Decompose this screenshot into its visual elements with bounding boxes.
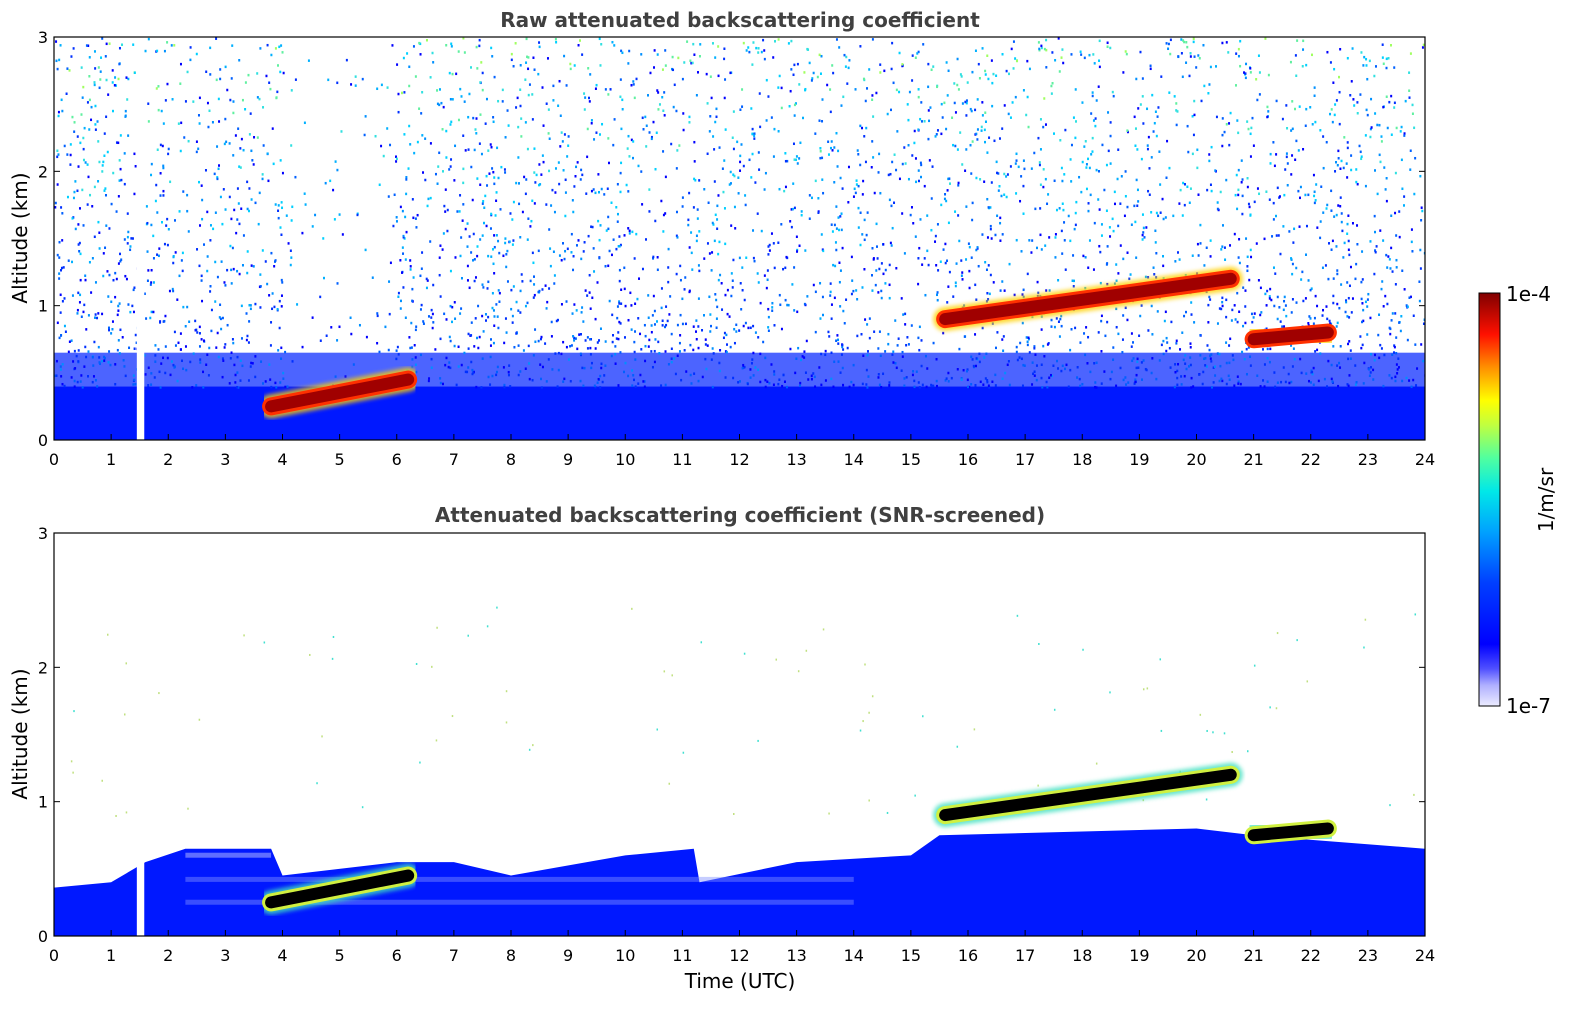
bot-x-tick-label: 21 [1243,946,1263,965]
top-y-tick-label: 2 [38,162,48,181]
bot-x-tick-label: 6 [392,946,402,965]
top-x-tick-label: 21 [1243,450,1263,469]
bottom-boundary-layer-region [54,828,1425,936]
colorbar-max-label: 1e-4 [1506,282,1551,306]
bot-x-tick-label: 24 [1415,946,1435,965]
top-x-tick-label: 24 [1415,450,1435,469]
top-x-tick-label: 9 [563,450,573,469]
bottom-heatmap-field [54,533,1425,936]
bottom-panel-title: Attenuated backscattering coefficient (S… [435,503,1045,527]
bot-x-tick-label: 9 [563,946,573,965]
x-axis-label: Time (UTC) [684,969,796,993]
bottom-y-axis: 0 1 2 3 [38,524,1425,946]
top-y-tick-label: 0 [38,431,48,450]
bot-cloud-layer [259,863,421,915]
top-x-tick-label: 3 [220,450,230,469]
bot-x-tick-label: 20 [1186,946,1206,965]
top-cloud-layer [933,266,1243,332]
colorbar-min-label: 1e-7 [1506,694,1551,718]
top-x-tick-label: 14 [844,450,864,469]
bot-x-tick-label: 11 [672,946,692,965]
bot-y-tick-label: 3 [38,524,48,543]
top-cloud-layer [1241,320,1340,352]
top-boundary-layer-band [54,386,1425,440]
top-x-tick-label: 16 [958,450,978,469]
top-x-tick-label: 23 [1358,450,1378,469]
top-noise-field [54,37,1425,389]
top-x-tick-label: 5 [335,450,345,469]
top-y-tick-label: 3 [38,28,48,47]
bot-x-tick-label: 12 [729,946,749,965]
colorbar: 1e-4 1e-7 1/m/sr [1478,282,1558,718]
bot-cloud-layer [1241,816,1340,848]
bottom-aerosol-stripe [185,852,272,858]
bot-x-tick-label: 0 [49,946,59,965]
bot-x-tick-label: 18 [1072,946,1092,965]
bot-x-tick-label: 5 [335,946,345,965]
bottom-y-axis-label: Altitude (km) [8,668,32,799]
bot-y-tick-label: 0 [38,927,48,946]
top-x-tick-label: 20 [1186,450,1206,469]
bot-y-tick-label: 1 [38,793,48,812]
bot-x-tick-label: 19 [1129,946,1149,965]
bot-cloud-layer [933,762,1243,828]
bot-x-tick-label: 17 [1015,946,1035,965]
bottom-sparse-points [70,606,1417,817]
top-x-tick-label: 6 [392,450,402,469]
top-panel: Raw attenuated backscattering coefficien… [8,8,1435,469]
colorbar-unit-label: 1/m/sr [1534,467,1558,532]
top-x-tick-label: 11 [672,450,692,469]
bot-x-tick-label: 4 [277,946,287,965]
bot-data-gap [136,533,145,936]
top-x-tick-label: 10 [615,450,635,469]
bot-y-tick-label: 2 [38,658,48,677]
top-x-tick-label: 15 [901,450,921,469]
colorbar-gradient [1478,292,1501,707]
bottom-aerosol-stripe [185,876,854,882]
bot-x-tick-label: 14 [844,946,864,965]
top-x-tick-label: 19 [1129,450,1149,469]
top-heatmap-field [54,37,1425,440]
top-x-tick-label: 7 [449,450,459,469]
top-x-tick-label: 13 [786,450,806,469]
bot-x-tick-label: 15 [901,946,921,965]
top-x-tick-label: 12 [729,450,749,469]
bot-x-tick-label: 3 [220,946,230,965]
bot-x-tick-label: 2 [163,946,173,965]
top-x-tick-label: 17 [1015,450,1035,469]
bot-x-tick-label: 7 [449,946,459,965]
bot-x-tick-label: 1 [106,946,116,965]
bottom-panel: Attenuated backscattering coefficient (S… [8,503,1435,993]
top-data-gap [136,37,145,440]
bot-x-tick-label: 10 [615,946,635,965]
top-x-tick-label: 4 [277,450,287,469]
top-cloud-layer [259,367,421,419]
bot-x-tick-label: 16 [958,946,978,965]
top-x-tick-label: 22 [1301,450,1321,469]
bottom-x-axis: 0 1 2 3 4 5 6 7 8 9 10 11 12 13 14 15 16 17 18 19 20 21 22 23 24 [49,930,1435,965]
bot-x-tick-label: 23 [1358,946,1378,965]
top-y-axis-label: Altitude (km) [8,172,32,303]
bot-x-tick-label: 13 [786,946,806,965]
top-y-tick-label: 1 [38,297,48,316]
top-x-tick-label: 0 [49,450,59,469]
top-x-tick-label: 18 [1072,450,1092,469]
bottom-aerosol-stripe [185,899,854,905]
top-x-axis: 0 1 2 3 4 5 6 7 8 9 10 11 12 13 14 15 16 17 18 19 20 21 22 23 24 [49,434,1435,469]
top-x-tick-label: 1 [106,450,116,469]
top-y-axis: 0 1 2 3 [38,28,1425,450]
top-x-tick-label: 2 [163,450,173,469]
top-x-tick-label: 8 [506,450,516,469]
bot-x-tick-label: 22 [1301,946,1321,965]
top-panel-title: Raw attenuated backscattering coefficien… [500,8,980,32]
bot-x-tick-label: 8 [506,946,516,965]
